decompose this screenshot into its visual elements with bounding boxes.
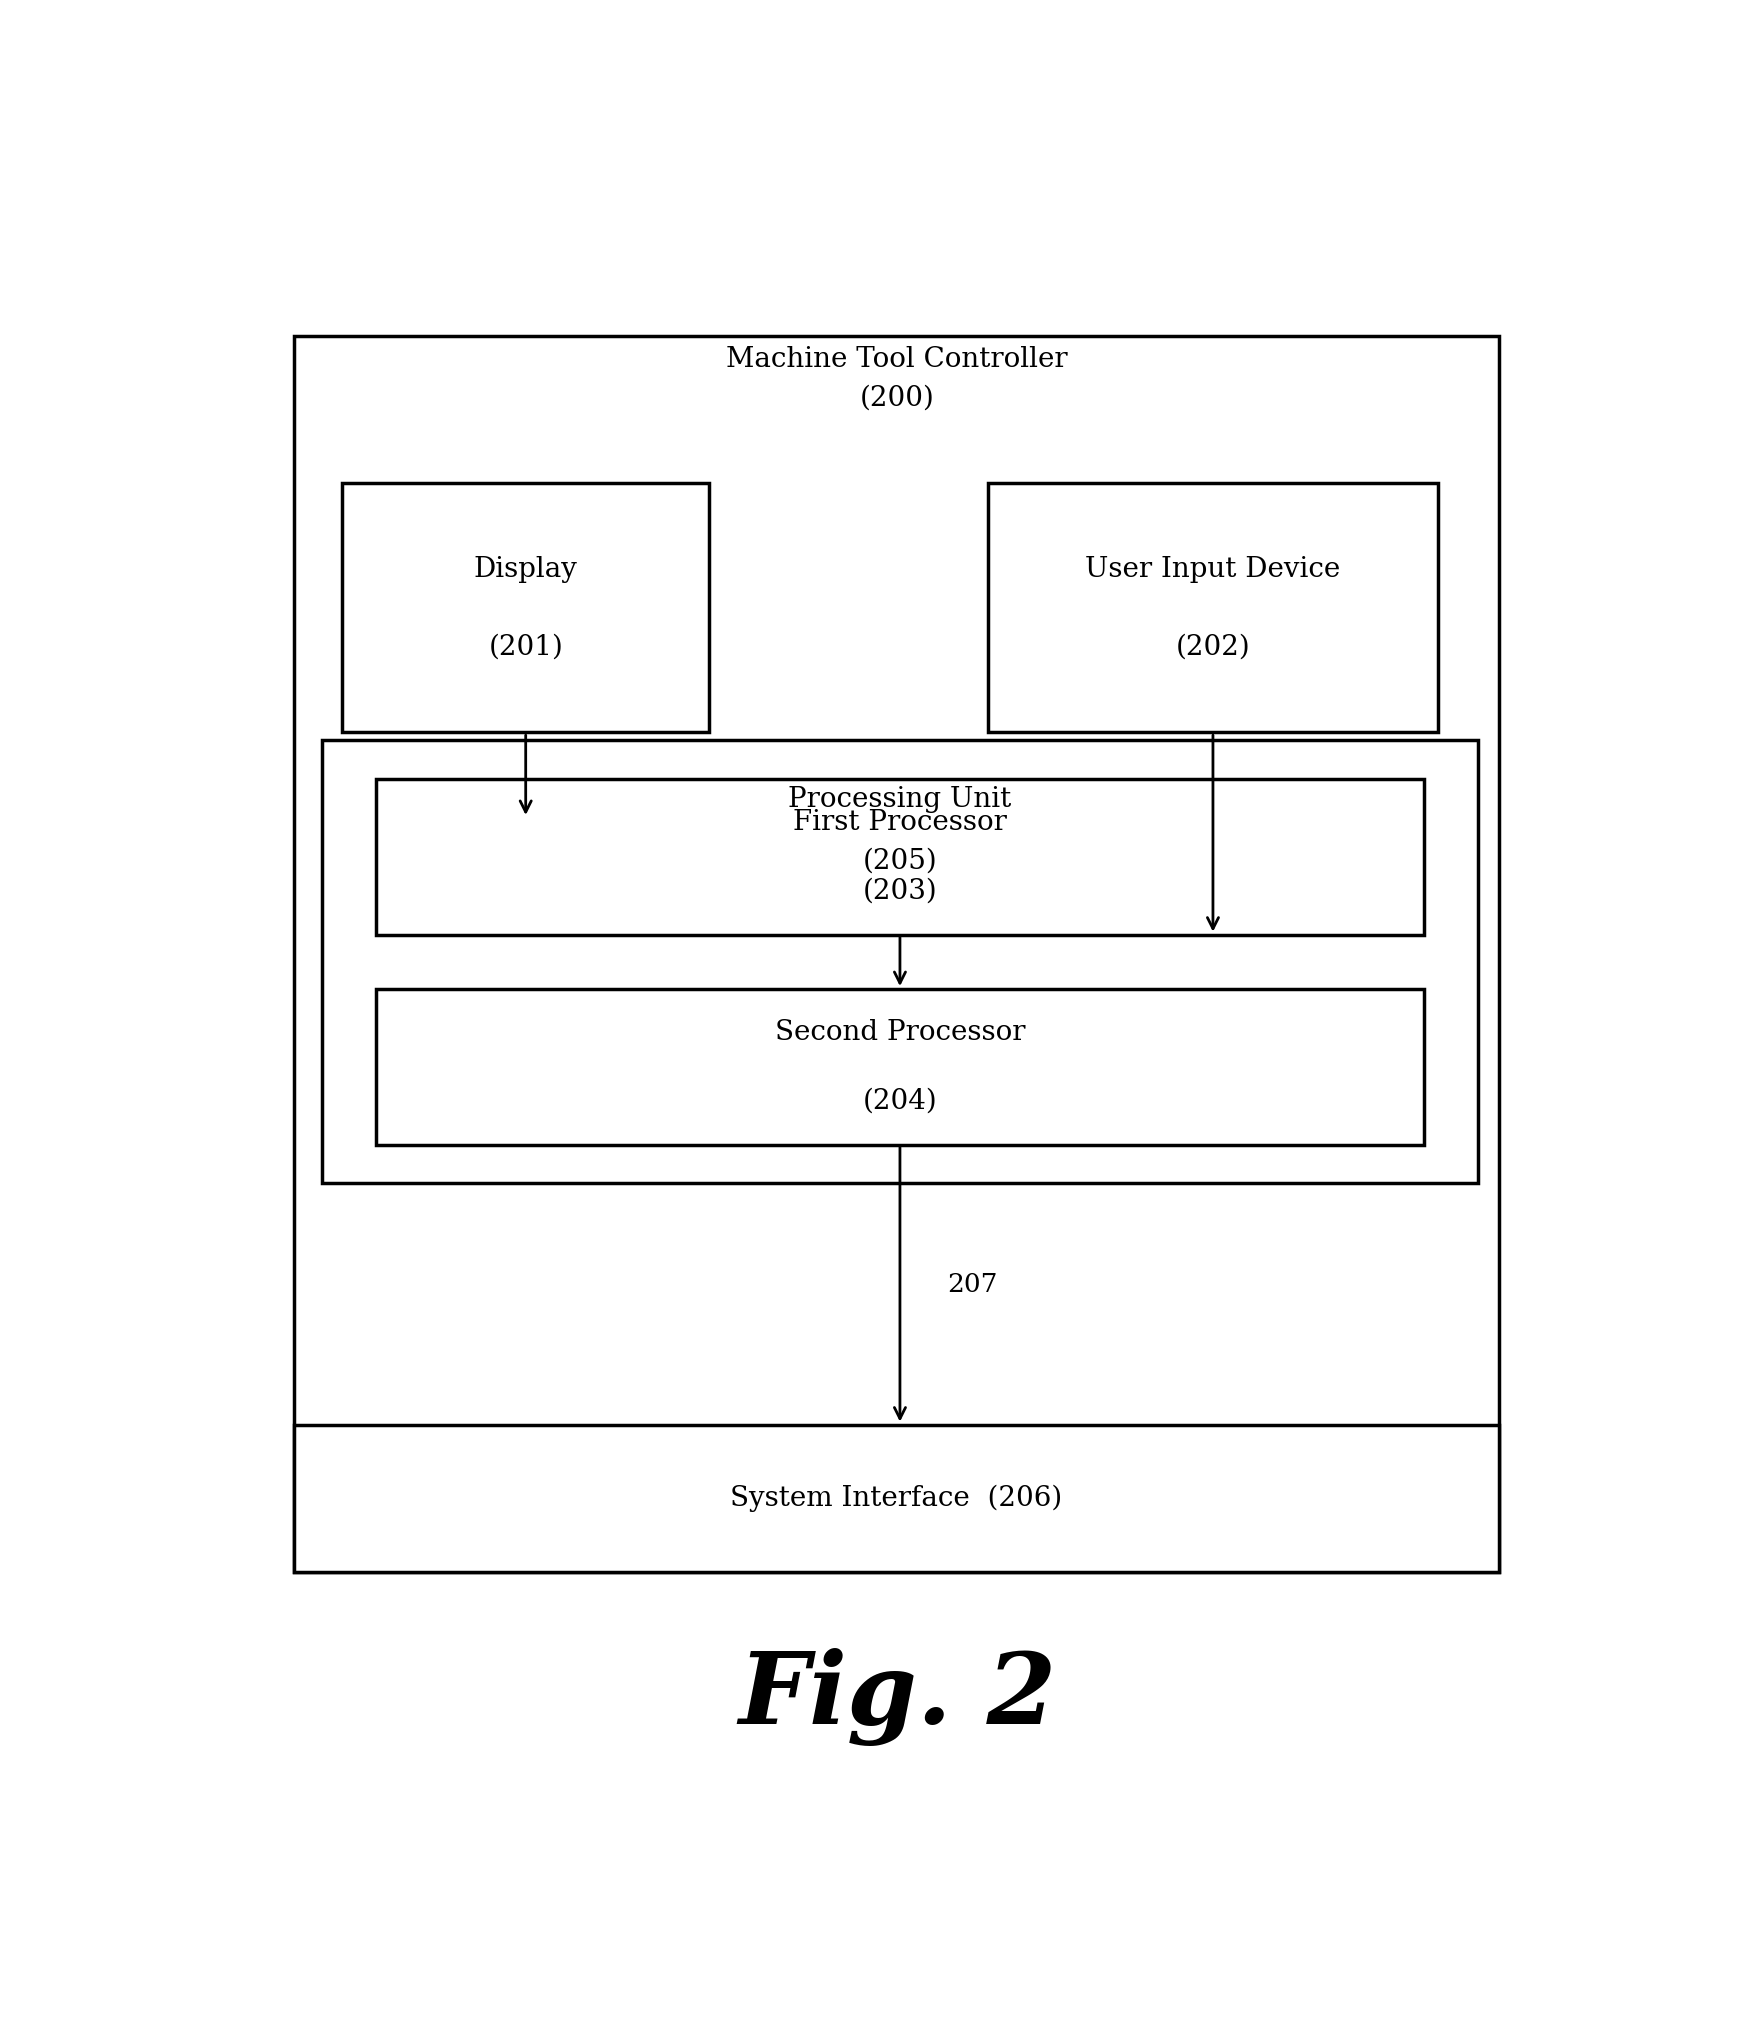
Text: (201): (201) [488,634,563,661]
Text: First Processor: First Processor [793,810,1006,836]
Text: 207: 207 [948,1273,997,1297]
Bar [988,483,1437,733]
Text: (200): (200) [860,384,934,412]
Text: User Input Device: User Input Device [1085,556,1339,582]
Text: Display: Display [474,556,577,582]
Text: System Interface  (206): System Interface (206) [730,1485,1062,1513]
Bar [321,739,1478,1184]
Bar [295,335,1499,1572]
Bar [376,990,1423,1145]
Text: Machine Tool Controller: Machine Tool Controller [727,345,1067,372]
Bar [295,1424,1499,1572]
Text: (205): (205) [862,848,937,875]
Text: Fig. 2: Fig. 2 [737,1648,1057,1745]
Text: (204): (204) [862,1087,937,1115]
Bar [376,780,1423,935]
Text: (203): (203) [862,877,937,905]
Text: Processing Unit: Processing Unit [788,786,1011,812]
Text: Second Processor: Second Processor [774,1018,1025,1046]
Bar [342,483,709,733]
Text: (202): (202) [1174,634,1250,661]
